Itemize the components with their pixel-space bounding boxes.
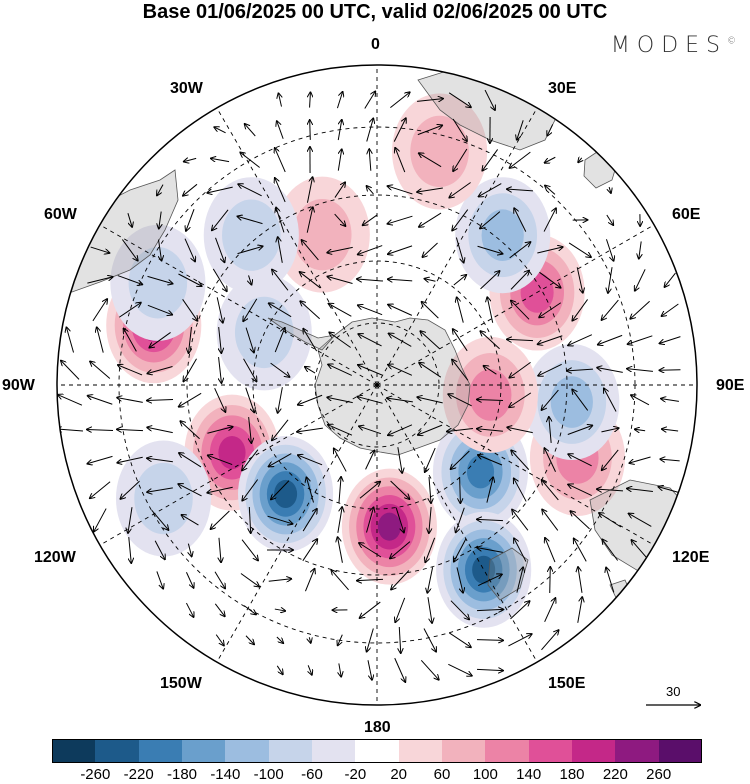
reference-vector-label: 30 — [666, 684, 680, 699]
positive-anomaly-contour — [469, 369, 511, 421]
colorbar-label: 60 — [434, 766, 451, 783]
colorbar-label: 220 — [603, 766, 628, 783]
negative-anomaly-contour — [551, 376, 593, 428]
colorbar-label: 140 — [516, 766, 541, 783]
wind-vector — [660, 370, 681, 371]
lon-label-30w: 30W — [170, 80, 203, 98]
colorbar-label: -220 — [124, 766, 154, 783]
colorbar-labels: -260 -220 -180 -140 -100 -60 -20 20 60 100 140 180 2… — [0, 766, 750, 784]
lon-label-120e: 120E — [672, 549, 709, 567]
colorbar-label: -20 — [344, 766, 366, 783]
colorbar-label: -100 — [254, 766, 284, 783]
colorbar-label: -140 — [210, 766, 240, 783]
lon-label-150w: 150W — [160, 675, 202, 693]
lon-label-150e: 150E — [548, 675, 585, 693]
negative-anomaly-contour — [222, 200, 281, 271]
positive-anomaly-contour — [378, 513, 401, 541]
lon-label-90e: 90E — [716, 377, 744, 395]
lon-label-180: 180 — [364, 719, 391, 737]
lon-label-0: 0 — [371, 36, 380, 54]
positive-anomaly-contour — [293, 199, 352, 270]
wind-vector — [310, 120, 311, 140]
wind-vector — [550, 567, 551, 593]
colorbar-frame — [52, 739, 702, 763]
negative-anomaly-contour — [482, 209, 524, 261]
lon-label-90w: 90W — [2, 377, 35, 395]
lon-label-120w: 120W — [34, 549, 76, 567]
colorbar-label: 20 — [390, 766, 407, 783]
colorbar-label: 100 — [473, 766, 498, 783]
colorbar-label: -60 — [301, 766, 323, 783]
colorbar-label: -180 — [167, 766, 197, 783]
lon-label-30e: 30E — [548, 80, 576, 98]
graticule — [52, 60, 702, 710]
colorbar-label: -260 — [80, 766, 110, 783]
lon-label-60w: 60W — [44, 206, 77, 224]
colorbar-label: 260 — [646, 766, 671, 783]
lon-label-60e: 60E — [672, 206, 700, 224]
colorbar-label: 180 — [559, 766, 584, 783]
